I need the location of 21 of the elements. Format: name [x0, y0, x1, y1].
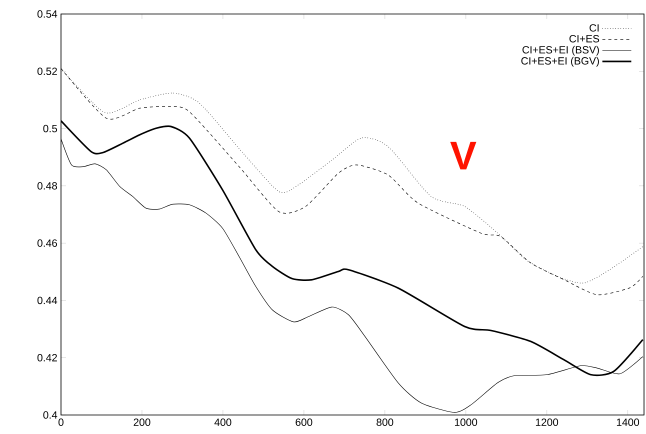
- y-tick-label: 0.46: [37, 239, 58, 247]
- legend-label: CI+ES+EI (BGV): [521, 56, 599, 67]
- x-tick-label: 0: [58, 418, 64, 426]
- legend-label: CI+ES: [569, 35, 600, 42]
- y-tick-label: 0.54: [37, 10, 58, 18]
- y-tick-label: 0.48: [37, 182, 58, 190]
- y-tick-label: 0.52: [37, 68, 57, 76]
- annotation: V: [450, 142, 476, 170]
- y-tick-label: 0.5: [43, 124, 58, 132]
- x-tick-label: 1000: [454, 418, 478, 426]
- x-tick-label: 1200: [536, 418, 558, 426]
- x-tick-label: 600: [296, 418, 312, 426]
- x-tick-label: 200: [134, 418, 150, 426]
- y-tick-label: 0.44: [37, 296, 58, 304]
- legend-label: CI+ES+EI (BSV): [522, 46, 599, 56]
- y-tick-label: 0.42: [37, 354, 57, 362]
- legend-label: CI: [590, 24, 599, 32]
- x-tick-label: 1400: [616, 418, 640, 426]
- x-tick-label: 400: [214, 418, 232, 426]
- y-tick-label: 0.4: [43, 411, 58, 419]
- x-tick-label: 800: [376, 418, 394, 426]
